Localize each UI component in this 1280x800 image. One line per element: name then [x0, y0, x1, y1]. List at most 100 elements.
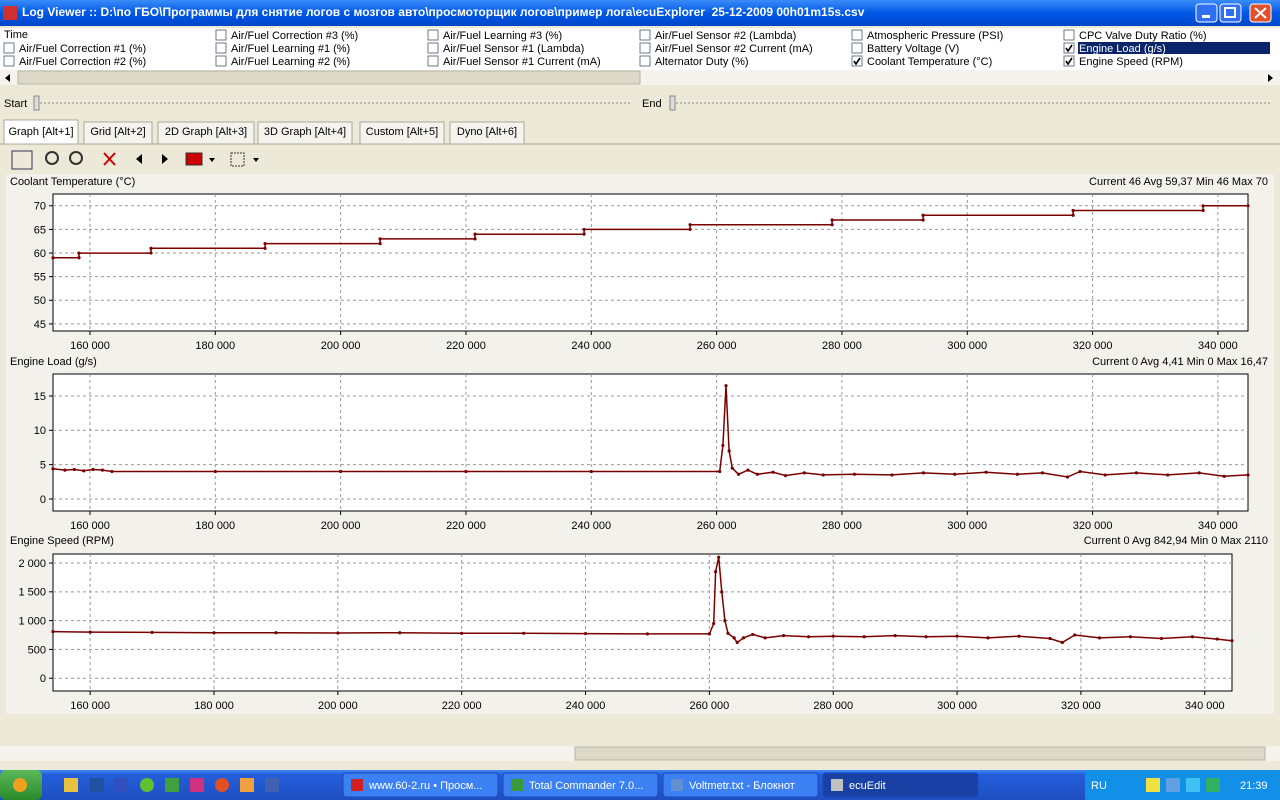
- ql-icon[interactable]: [215, 778, 229, 792]
- channel-label[interactable]: Air/Fuel Correction #1 (%): [19, 43, 146, 55]
- channel-label[interactable]: Battery Voltage (V): [867, 43, 959, 55]
- bottom-scroll-thumb[interactable]: [574, 746, 1266, 761]
- channel-label[interactable]: Air/Fuel Sensor #1 Current (mA): [443, 56, 601, 68]
- channel-checkbox[interactable]: [639, 55, 651, 67]
- channel-label[interactable]: Air/Fuel Learning #2 (%): [231, 56, 350, 68]
- ql-icon[interactable]: [114, 778, 128, 792]
- channel-label[interactable]: CPC Valve Duty Ratio (%): [1079, 30, 1207, 42]
- task-button[interactable]: [502, 772, 659, 798]
- channel-checkbox[interactable]: [851, 29, 863, 41]
- channel-checkbox[interactable]: [3, 55, 15, 67]
- minimize-glyph: [1202, 15, 1210, 18]
- tab[interactable]: [83, 121, 153, 145]
- task-button[interactable]: [822, 772, 979, 798]
- task-label[interactable]: Voltmetr.txt - Блокнот: [689, 780, 795, 792]
- tool-zoom-out[interactable]: [69, 151, 83, 165]
- checkmark: [853, 57, 861, 66]
- channel-label[interactable]: Air/Fuel Sensor #1 (Lambda): [443, 43, 584, 55]
- ql-icon[interactable]: [64, 778, 78, 792]
- task-button[interactable]: [662, 772, 819, 798]
- graph-name: Coolant Temperature (°C): [10, 176, 135, 188]
- tool-color-dropdown[interactable]: [209, 158, 215, 162]
- tab-label[interactable]: Graph [Alt+1]: [8, 126, 73, 138]
- channel-label[interactable]: Air/Fuel Learning #1 (%): [231, 43, 350, 55]
- tool-select-dropdown[interactable]: [253, 158, 259, 162]
- scroll-thumb[interactable]: [17, 70, 641, 85]
- data-point: [986, 636, 990, 640]
- tool-select[interactable]: [230, 152, 245, 167]
- ql-icon[interactable]: [90, 778, 104, 792]
- channel-checkbox[interactable]: [851, 55, 863, 67]
- channel-label[interactable]: Engine Speed (RPM): [1079, 56, 1183, 68]
- channel-label[interactable]: Atmospheric Pressure (PSI): [867, 30, 1003, 42]
- tab-label[interactable]: Custom [Alt+5]: [366, 126, 438, 138]
- channel-label[interactable]: Air/Fuel Sensor #2 (Lambda): [655, 30, 796, 42]
- channel-checkbox[interactable]: [639, 42, 651, 54]
- tab[interactable]: [3, 119, 79, 145]
- tool-zoom-in[interactable]: [45, 151, 59, 165]
- start-thumb[interactable]: [33, 95, 40, 111]
- channel-label[interactable]: Air/Fuel Learning #3 (%): [443, 30, 562, 42]
- tab[interactable]: [449, 121, 525, 145]
- language-indicator[interactable]: RU: [1091, 780, 1107, 792]
- channel-checkbox[interactable]: [639, 29, 651, 41]
- channel-checkbox[interactable]: [851, 42, 863, 54]
- data-point: [398, 631, 402, 635]
- channel-label[interactable]: Air/Fuel Correction #3 (%): [231, 30, 358, 42]
- data-point: [720, 590, 724, 594]
- plot-area: [52, 373, 1249, 512]
- tool-next[interactable]: [162, 154, 168, 164]
- ql-icon[interactable]: [265, 778, 279, 792]
- channel-label[interactable]: Alternator Duty (%): [655, 56, 749, 68]
- scroll-left[interactable]: [5, 74, 10, 82]
- data-point: [1128, 635, 1133, 639]
- tab[interactable]: [359, 121, 445, 145]
- tab-label[interactable]: 3D Graph [Alt+4]: [264, 126, 346, 138]
- ql-icon[interactable]: [240, 778, 254, 792]
- channel-checkbox[interactable]: [215, 55, 227, 67]
- channel-checkbox[interactable]: [427, 55, 439, 67]
- channel-checkbox[interactable]: [215, 42, 227, 54]
- channel-label[interactable]: Coolant Temperature (°C): [867, 56, 992, 68]
- channel-checkbox[interactable]: [427, 29, 439, 41]
- tray-icon[interactable]: [1146, 778, 1160, 792]
- x-tick-label: 160 000: [70, 520, 110, 532]
- end-thumb[interactable]: [669, 95, 676, 111]
- channel-checkbox[interactable]: [3, 42, 15, 54]
- tray-icon[interactable]: [1186, 778, 1200, 792]
- minimize-button[interactable]: [1195, 3, 1218, 23]
- channel-checkbox[interactable]: [427, 42, 439, 54]
- channel-checkbox[interactable]: [1063, 42, 1075, 54]
- scroll-right[interactable]: [1268, 74, 1273, 82]
- task-button[interactable]: [342, 772, 499, 798]
- tool-prev[interactable]: [136, 154, 142, 164]
- tab-label[interactable]: 2D Graph [Alt+3]: [165, 126, 247, 138]
- channel-checkbox[interactable]: [1063, 29, 1075, 41]
- tab[interactable]: [157, 121, 255, 145]
- tool-delete[interactable]: [103, 152, 116, 166]
- data-point: [522, 631, 526, 635]
- ql-icon[interactable]: [190, 778, 204, 792]
- tab-label[interactable]: Grid [Alt+2]: [90, 126, 145, 138]
- task-label[interactable]: www.60-2.ru • Просм...: [368, 780, 482, 792]
- tool-color[interactable]: [185, 152, 203, 166]
- task-label[interactable]: Total Commander 7.0...: [529, 780, 643, 792]
- tray-icon[interactable]: [1206, 778, 1220, 792]
- ql-icon[interactable]: [165, 778, 179, 792]
- tab[interactable]: [257, 121, 353, 145]
- channel-label[interactable]: Engine Load (g/s): [1079, 43, 1166, 55]
- channel-label[interactable]: Air/Fuel Correction #2 (%): [19, 56, 146, 68]
- data-point: [51, 467, 55, 471]
- maximize-button[interactable]: [1219, 3, 1242, 23]
- tool-graph[interactable]: [11, 150, 33, 170]
- plot-area: [52, 553, 1233, 692]
- tab-label[interactable]: Dyno [Alt+6]: [457, 126, 517, 138]
- tray-icon[interactable]: [1166, 778, 1180, 792]
- channel-checkbox[interactable]: [1063, 55, 1075, 67]
- task-label[interactable]: ecuEdit: [849, 780, 886, 792]
- channel-label[interactable]: Air/Fuel Sensor #2 Current (mA): [655, 43, 813, 55]
- x-tick-label: 180 000: [195, 520, 235, 532]
- channel-checkbox[interactable]: [215, 29, 227, 41]
- ql-icon[interactable]: [140, 778, 154, 792]
